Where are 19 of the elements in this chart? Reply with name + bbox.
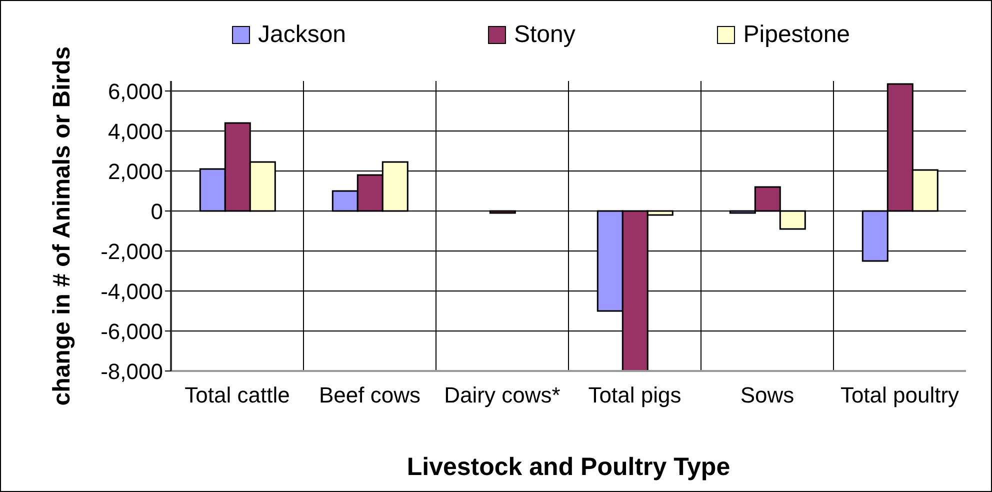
y-tick-label: -4,000 [100,278,163,304]
y-tick-label: -6,000 [100,318,163,344]
x-tick-label: Total cattle [184,382,290,408]
y-tick-label: 4,000 [108,118,163,144]
x-tick-label: Total poultry [840,382,960,408]
y-axis-title: change in # of Animals or Birds [48,46,76,406]
legend-label: Stony [512,21,576,49]
x-axis-title: Livestock and Poultry Type [406,453,730,481]
y-tick-label: 0 [150,198,163,224]
y-tick-label: 2,000 [108,158,163,184]
y-tick-label: 6,000 [108,78,163,104]
x-tick-label: Dairy cows* [444,382,561,408]
y-tick-label: -2,000 [100,238,163,264]
y-tick-label: -8,000 [100,358,163,384]
x-tick-label: Sows [740,382,794,408]
legend-label: Pipestone [742,21,850,49]
x-tick-label: Total pigs [588,382,682,408]
legend-label: Jackson [256,21,346,49]
x-tick-label: Beef cows [319,382,420,408]
